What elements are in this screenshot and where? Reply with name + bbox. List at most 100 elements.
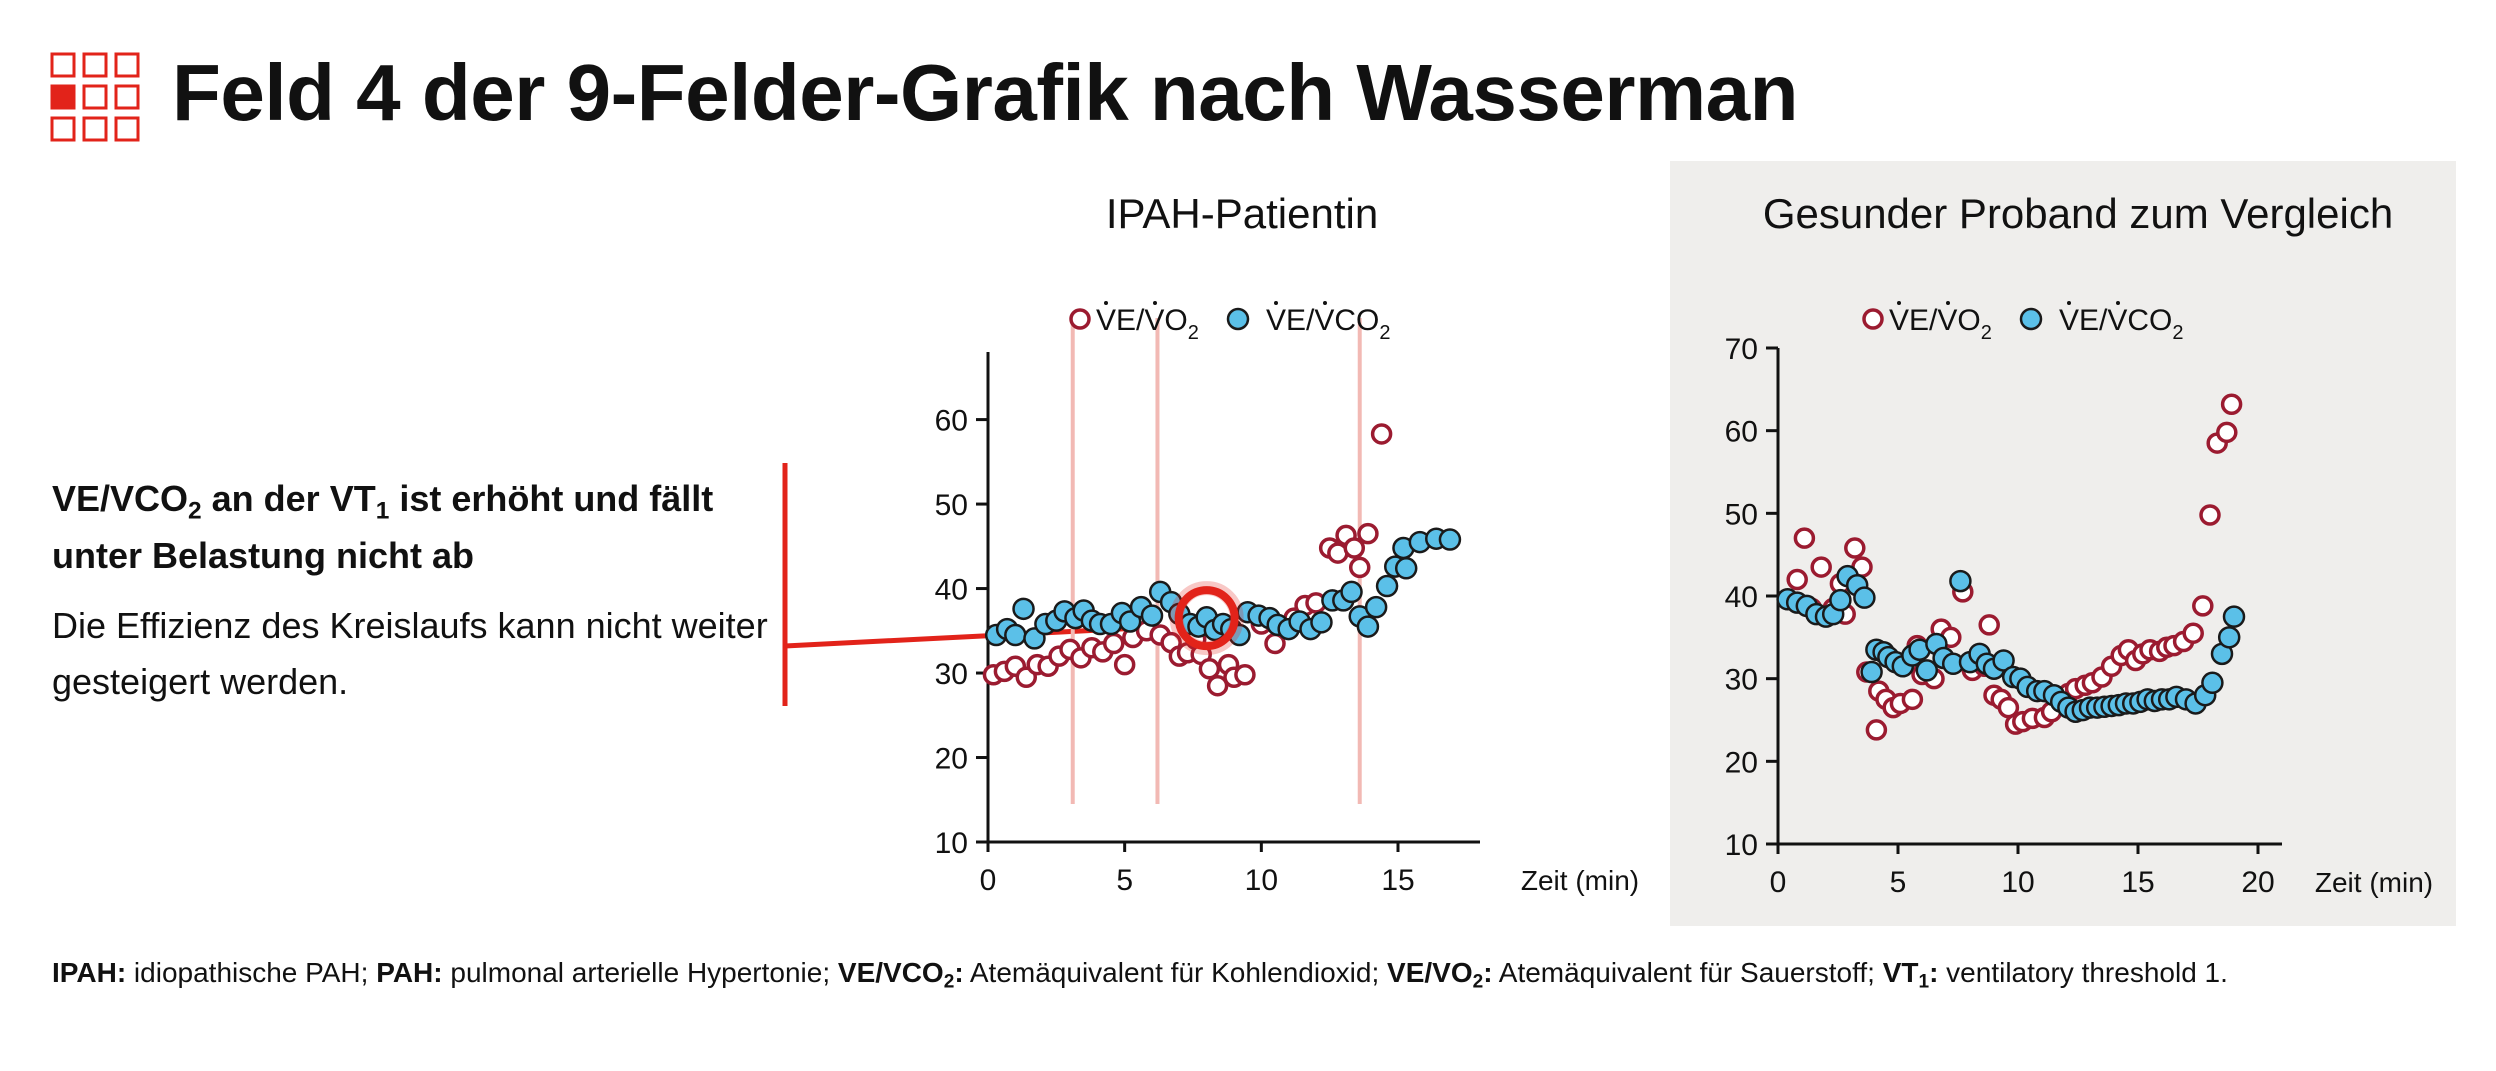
x-tick-label: 0: [980, 864, 997, 897]
point-ve-vo2: [1901, 688, 1924, 711]
point-ve-vo2: [1206, 674, 1229, 697]
y-tick-label: 50: [935, 489, 968, 522]
footnote-term: IPAH:: [52, 957, 126, 988]
pointer-line: [784, 625, 1141, 649]
legend-dot-accent: [2067, 301, 2071, 305]
x-tick-label: 10: [1245, 864, 1278, 897]
legend-label: VE/VCO2: [1266, 304, 1391, 344]
legend-label: VE/VO2: [1096, 304, 1199, 344]
footnote-def: pulmonal arterielle Hypertonie;: [442, 957, 831, 988]
point-ve-vo2: [1865, 719, 1888, 741]
legend-marker-ve-vco2: [2019, 307, 2043, 331]
nine-field-grid-icon: [50, 52, 140, 142]
footnote-term-text: PAH:: [376, 957, 443, 988]
healthy-panel-background: [1670, 161, 2456, 926]
y-tick-label: 40: [935, 574, 968, 607]
point-ve-vo2: [2220, 393, 2243, 415]
y-tick-label: 10: [1725, 829, 1758, 862]
point-ve-vco2: [1375, 574, 1399, 598]
y-tick-label: 50: [1725, 498, 1758, 531]
info-headline-sub: 1: [375, 497, 390, 525]
x-tick-label: 20: [2241, 866, 2274, 899]
y-tick-label: 40: [1725, 581, 1758, 614]
footnote-term-text: VT: [1882, 957, 1919, 988]
point-ve-vco2: [1340, 580, 1363, 604]
legend-label-sub: 2: [1188, 322, 1199, 344]
y-tick-label: 70: [1725, 333, 1758, 366]
footnote-term-post: :: [1929, 957, 1939, 988]
point-ve-vco2: [1438, 528, 1462, 551]
point-ve-vo2: [1844, 537, 1866, 559]
point-ve-vo2: [1786, 568, 1808, 591]
x-axis-label: Zeit (min): [2315, 867, 2433, 898]
legend-marker-ve-vco2: [1226, 307, 1250, 331]
footnote-term-sub: 2: [1472, 971, 1484, 993]
point-ve-vco2: [1356, 615, 1380, 638]
y-tick-label: 30: [1725, 664, 1758, 697]
point-ve-vo2: [1343, 537, 1366, 559]
point-ve-vo2: [1198, 658, 1221, 680]
point-ve-vco2: [1915, 659, 1939, 682]
point-ve-vo2: [2192, 595, 2214, 617]
legend-marker-ve-vo2: [1069, 308, 1091, 330]
point-ve-vco2: [1860, 660, 1883, 684]
y-tick-label: 30: [935, 658, 968, 691]
footnote-def: idiopathische PAH;: [126, 957, 369, 988]
footnote-item: VT1: ventilatory threshold 1.: [1882, 957, 2228, 992]
footnote-def: ventilatory threshold 1.: [1938, 957, 2228, 988]
legend-dot-accent: [1104, 301, 1108, 305]
legend-label-main: VE/VO: [1889, 304, 1981, 337]
footnote-term-text: VE/VCO: [837, 957, 944, 988]
point-ve-vco2: [1829, 588, 1852, 612]
info-headline-part: ist erhöht und fällt unter Belastung nic…: [52, 478, 714, 576]
y-tick-label: 20: [1725, 746, 1758, 779]
footnote-item: IPAH: idiopathische PAH;: [52, 957, 368, 988]
point-ve-vo2: [1810, 556, 1832, 578]
point-ve-vo2: [2199, 504, 2221, 526]
legend-marker-ve-vo2: [1862, 308, 1884, 330]
point-ve-vo2: [1234, 663, 1256, 686]
info-headline-part: an der VT: [201, 478, 376, 519]
legend-dot-accent: [1153, 301, 1157, 305]
x-tick-label: 10: [2001, 866, 2034, 899]
footnote-term-sub: 1: [1918, 971, 1930, 993]
legend-label: VE/VCO2: [2059, 304, 2184, 344]
footnote-term-text: IPAH:: [52, 957, 127, 988]
footnote: IPAH: idiopathische PAH; PAH: pulmonal a…: [52, 951, 2452, 995]
legend-dot-accent: [2116, 301, 2120, 305]
info-headline-part: VE/VCO: [52, 478, 189, 519]
y-tick-label: 60: [1725, 416, 1758, 449]
info-block: VE/VCO2 an der VT1 ist erhöht und fällt …: [52, 470, 772, 710]
point-ve-vo2: [1357, 522, 1379, 545]
legend-dot-accent: [1946, 301, 1950, 305]
legend-label-sub: 2: [2172, 322, 2183, 344]
footnote-term-post: :: [1483, 957, 1493, 988]
y-tick-label: 60: [935, 405, 968, 438]
y-tick-label: 20: [935, 743, 968, 776]
footnote-term-text: VE/VO: [1387, 957, 1473, 988]
legend-label-sub: 2: [1379, 322, 1390, 344]
page-title: Feld 4 der 9-Felder-Grafik nach Wasserma…: [172, 48, 1798, 137]
point-ve-vo2: [1113, 653, 1136, 676]
legend-dot-accent: [1274, 301, 1278, 305]
point-ve-vco2: [1992, 649, 2015, 672]
point-ve-vo2: [2182, 622, 2204, 644]
point-ve-vco2: [1394, 557, 1418, 580]
point-ve-vco2: [1310, 611, 1333, 634]
point-ve-vco2: [1012, 597, 1035, 621]
footnote-term-sub: 2: [943, 971, 955, 993]
point-ve-vo2: [1370, 423, 1393, 445]
point-ve-vo2: [1793, 527, 1816, 549]
footnote-item: VE/VCO2: Atemäquivalent für Kohlendioxid…: [837, 957, 1379, 992]
point-ve-vo2: [1978, 614, 2000, 636]
point-ve-vco2: [1140, 604, 1164, 627]
chart-title: IPAH-Patientin: [1106, 190, 1378, 237]
highlight-circle: [1174, 586, 1239, 651]
x-axis-label: Zeit (min): [1521, 865, 1639, 896]
legend-label-sub: 2: [1981, 322, 1992, 344]
point-ve-vo2: [2216, 421, 2238, 444]
y-tick-label: 10: [935, 827, 968, 860]
point-ve-vo2: [1102, 632, 1125, 655]
legend-label-main: VE/VCO: [2059, 304, 2172, 337]
